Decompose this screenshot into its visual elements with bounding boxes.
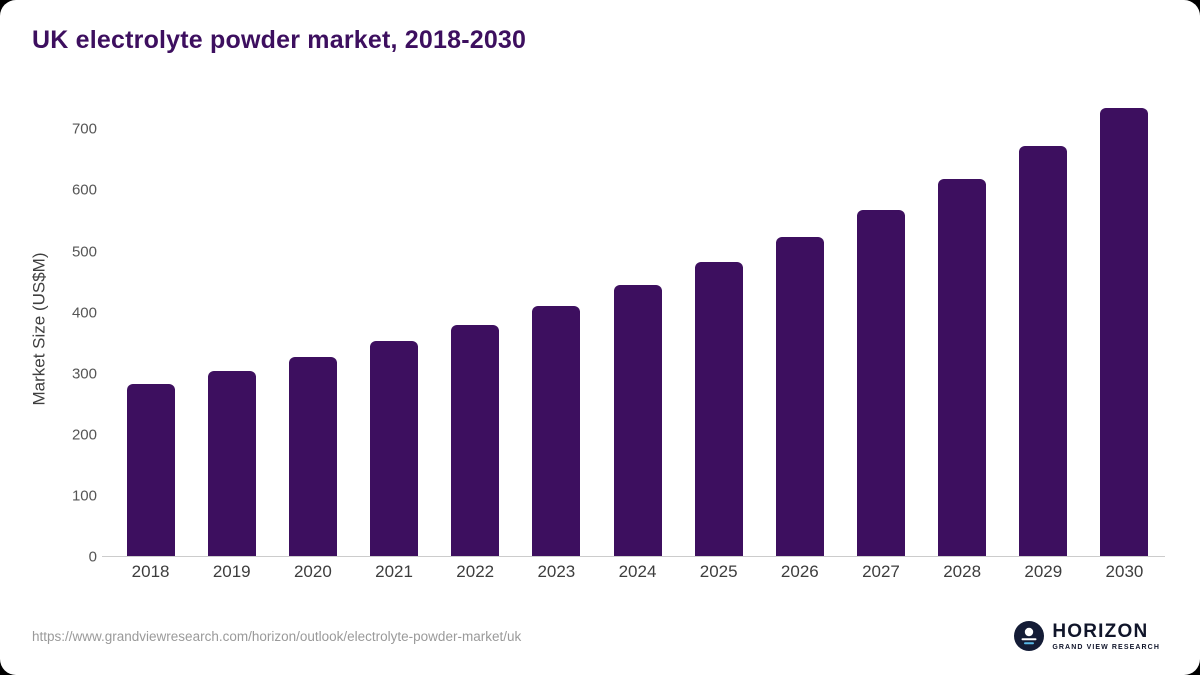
x-tick-label-2018: 2018 <box>131 562 170 581</box>
x-tick-label-2021: 2021 <box>375 562 413 581</box>
x-tick-label-2020: 2020 <box>293 562 332 581</box>
bar-column <box>759 100 840 557</box>
bar-column <box>272 100 353 557</box>
bar-2024[interactable] <box>613 285 662 557</box>
source-url-link[interactable]: https://www.grandviewresearch.com/horizo… <box>32 628 522 644</box>
y-tick-label-400: 400 <box>71 304 97 322</box>
y-tick-label-600: 600 <box>71 181 97 199</box>
bar-2019[interactable] <box>207 370 256 557</box>
y-axis-label-text: Market Size (US$M) <box>30 251 49 406</box>
bar-column <box>1003 100 1084 557</box>
y-tick-label-100: 100 <box>71 487 97 505</box>
x-axis-labels: 2018 2019 2020 2021 2022 2023 2024 2025 2026 2027… <box>110 562 1165 582</box>
bars-row <box>110 100 1165 557</box>
footer: https://www.grandviewresearch.com/horizo… <box>32 621 1160 651</box>
y-tick-label-300: 300 <box>71 365 97 383</box>
bar-2028[interactable] <box>938 178 987 557</box>
bar-column <box>516 100 597 557</box>
plot-area <box>102 100 1165 557</box>
x-tick-label-2022: 2022 <box>456 562 495 581</box>
x-tick-label-2027: 2027 <box>862 562 900 581</box>
x-tick-label-2023: 2023 <box>537 562 576 581</box>
x-tick-label-2026: 2026 <box>780 562 819 581</box>
logo-subtitle: GRAND VIEW RESEARCH <box>1052 643 1160 651</box>
x-tick-label-2030: 2030 <box>1105 562 1144 581</box>
y-tick-label-700: 700 <box>71 120 97 138</box>
horizon-logo-icon <box>1014 621 1045 651</box>
bar-2030[interactable] <box>1100 107 1149 557</box>
bar-2018[interactable] <box>126 384 175 557</box>
chart-region: Market Size (US$M) 0 100 200 300 400 500 600 70… <box>0 100 1165 595</box>
bar-2022[interactable] <box>451 324 500 557</box>
bar-column <box>678 100 759 557</box>
x-tick-label-2024: 2024 <box>618 562 657 581</box>
x-tick-label-2029: 2029 <box>1024 562 1063 581</box>
x-tick-label-2025: 2025 <box>699 562 738 581</box>
bar-2020[interactable] <box>288 356 337 557</box>
bar-column <box>110 100 191 557</box>
bar-column <box>1084 100 1165 557</box>
bar-2023[interactable] <box>532 305 581 557</box>
x-axis-line <box>102 556 1165 557</box>
y-tick-label-200: 200 <box>71 426 97 444</box>
logo-title: HORIZON <box>1052 620 1149 642</box>
horizon-logo-text: HORIZON GRAND VIEW RESEARCH <box>1052 622 1160 651</box>
bar-2026[interactable] <box>775 236 824 557</box>
bar-column <box>840 100 921 557</box>
x-tick-label-2028: 2028 <box>943 562 982 581</box>
bar-2025[interactable] <box>694 261 743 557</box>
bar-column <box>922 100 1003 557</box>
bar-2029[interactable] <box>1019 145 1068 557</box>
bar-column <box>191 100 272 557</box>
chart-title: UK electrolyte powder market, 2018-2030 <box>32 26 527 54</box>
bar-2021[interactable] <box>370 340 419 557</box>
y-axis-ticks: 0 100 200 300 400 500 600 700 <box>55 100 103 566</box>
y-tick-label-500: 500 <box>71 243 97 261</box>
bar-2027[interactable] <box>856 209 905 557</box>
x-tick-label-2019: 2019 <box>212 562 251 581</box>
bar-column <box>597 100 678 557</box>
y-tick-label-0: 0 <box>88 548 97 566</box>
horizon-logo[interactable]: HORIZON GRAND VIEW RESEARCH <box>1014 621 1160 651</box>
bar-column <box>435 100 516 557</box>
bar-column <box>353 100 434 557</box>
